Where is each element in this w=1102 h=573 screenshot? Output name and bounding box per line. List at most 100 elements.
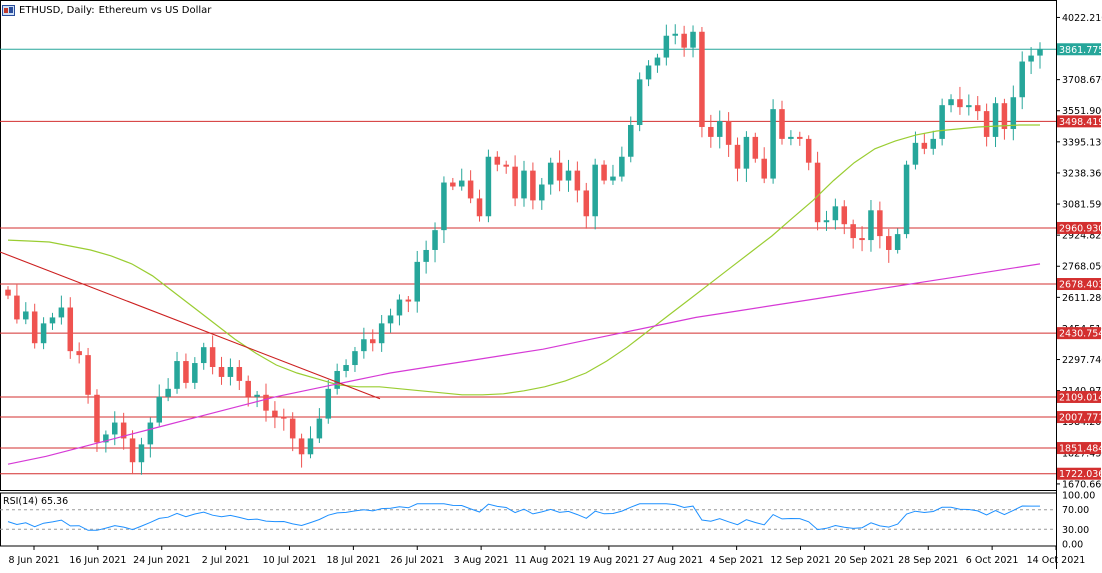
candle-body (49, 317, 56, 324)
candle-body (886, 236, 892, 250)
candle-body (521, 170, 527, 199)
x-tick-label: 3 Aug 2021 (454, 555, 509, 566)
y-tick-label: 3551.900 (1062, 106, 1102, 117)
candle-body (94, 394, 100, 443)
x-tick-label: 28 Sep 2021 (898, 555, 958, 566)
candle-body (877, 210, 883, 237)
candle-body (912, 142, 919, 165)
chart-window-icon (2, 4, 15, 16)
y-tick-label: 1670.660 (1062, 479, 1102, 490)
x-tick-label: 16 Jun 2021 (69, 555, 126, 566)
candle-body (708, 126, 714, 137)
candle-body (779, 109, 785, 139)
x-tick-label: 2 Jul 2021 (202, 555, 250, 566)
candle-body (930, 138, 936, 149)
candle-body (120, 422, 127, 439)
x-tick-label: 24 Jun 2021 (133, 555, 190, 566)
candle-body (539, 184, 545, 201)
price-level-label: 2430.754 (1059, 329, 1102, 340)
candle-body (209, 347, 216, 368)
candle-body (31, 311, 38, 344)
y-tick-label: 3708.670 (1062, 75, 1102, 86)
y-tick-label: 3395.130 (1062, 137, 1102, 148)
candle-body (636, 79, 643, 126)
candle-body (183, 361, 189, 383)
candle-body (298, 438, 305, 455)
candle-body (512, 166, 518, 199)
candle-body (530, 170, 536, 201)
candle-body (610, 176, 616, 181)
x-tick-label: 6 Oct 2021 (966, 555, 1019, 566)
candle-body (983, 111, 990, 137)
price-level-label: 2109.014 (1059, 392, 1102, 403)
rsi-line (7, 503, 1040, 531)
candle-body (850, 224, 856, 239)
candle-body (147, 422, 154, 445)
chart-title: ETHUSD, Daily: Ethereum vs US Dollar (2, 2, 211, 18)
price-level-label: 2007.771 (1059, 413, 1102, 424)
x-tick-label: 11 Aug 2021 (515, 555, 576, 566)
price-level-label: 3498.419 (1059, 117, 1102, 128)
candle-body (725, 121, 732, 145)
candle-body (503, 164, 509, 167)
candle-body (485, 156, 492, 217)
candle-body (387, 315, 394, 324)
candle-body (743, 136, 750, 169)
candle-body (200, 347, 207, 364)
ma-slow-line (7, 263, 1041, 465)
candle-body (556, 162, 563, 181)
price-level-tag (1057, 221, 1101, 234)
candle-body (699, 31, 705, 127)
candle-body (681, 33, 687, 48)
candle-body (841, 206, 848, 225)
candle-body (859, 238, 865, 241)
candle-body (814, 162, 821, 223)
candle-body (974, 105, 981, 112)
candle-body (663, 35, 670, 58)
candle-body (138, 444, 145, 463)
candle-body (396, 299, 403, 316)
candle-body (966, 105, 972, 108)
candle-body (156, 396, 162, 423)
candle-body (645, 65, 652, 80)
y-tick-label: 2611.280 (1062, 293, 1102, 304)
symbol-label: ETHUSD, Daily: (19, 4, 95, 16)
candle-body (334, 370, 340, 389)
candle-body (770, 109, 776, 179)
ma-fast-line (7, 124, 1040, 396)
x-tick-label: 14 Oct 2021 (1027, 555, 1086, 566)
candle-body (601, 164, 607, 181)
candle-body (236, 367, 243, 381)
price-level-tag (1057, 442, 1101, 455)
candle-body (23, 311, 29, 320)
candle-body (1028, 55, 1034, 62)
x-tick-label: 4 Sep 2021 (710, 555, 764, 566)
candle-body (547, 162, 554, 185)
y-tick-label: 3081.590 (1062, 200, 1102, 211)
price-level-label: 1722.036 (1059, 469, 1102, 480)
candle-body (192, 363, 198, 383)
x-tick-label: 8 Jun 2021 (8, 555, 59, 566)
candle-body (405, 299, 412, 302)
candle-body (939, 105, 945, 139)
y-tick-label: 2924.820 (1062, 231, 1102, 242)
candle-body (1001, 103, 1008, 129)
price-level-tag (1057, 467, 1101, 480)
price-level-label: 2678.403 (1059, 280, 1102, 291)
candle-body (441, 182, 447, 231)
candle-body (494, 156, 501, 165)
candle-body (370, 339, 376, 344)
rsi-tick-label: 70.00 (1062, 505, 1089, 516)
price-level-label: 3861.775 (1059, 45, 1102, 56)
candle-body (761, 158, 767, 179)
price-level-tag (1057, 327, 1101, 340)
candle-body (734, 144, 741, 169)
candle-body (218, 367, 225, 377)
x-tick-label: 27 Aug 2021 (642, 555, 703, 566)
y-tick-label: 4022.210 (1062, 13, 1102, 24)
candle-body (58, 307, 65, 318)
candle-body (654, 57, 661, 66)
candle-body (112, 422, 118, 435)
candle-body (361, 339, 367, 352)
